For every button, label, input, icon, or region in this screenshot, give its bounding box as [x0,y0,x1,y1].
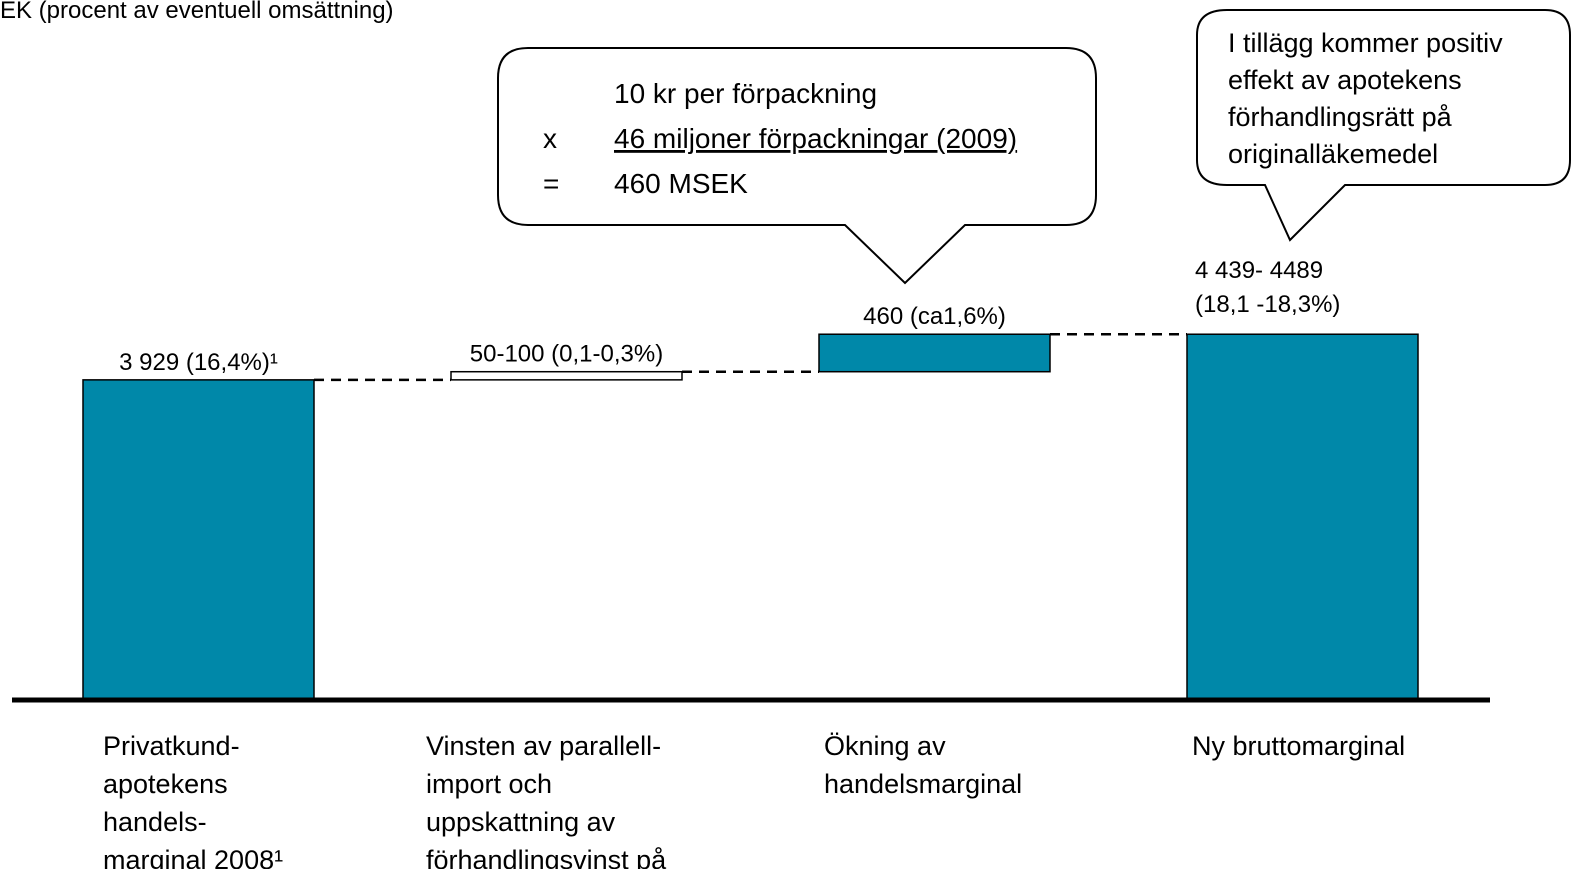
x-tick-label: förhandlingsvinst på [426,845,667,869]
x-tick-label: Privatkund- [103,731,240,761]
callout-text: originalläkemedel [1228,139,1438,169]
bar [450,370,683,381]
x-tick-label: apotekens [103,769,228,799]
callout-symbol: x [543,123,557,154]
callout-bubble [497,47,1097,285]
value-label: 4 439- 4489 [1195,257,1323,284]
bar [818,333,1051,373]
value-label: 3 929 (16,4%)¹ [119,349,278,376]
bar [1186,333,1419,701]
x-tick-label: import och [426,769,552,799]
chart-title: EK (procent av eventuell omsättning) [0,0,394,24]
callout-text: effekt av apotekens [1228,65,1462,95]
x-tick-label: Ny bruttomarginal [1192,731,1405,761]
callout-text: 460 MSEK [614,168,748,199]
callout-text: 10 kr per förpackning [614,78,877,109]
x-tick-label: handels- [103,807,207,837]
bar [82,379,315,701]
value-label: 460 (ca1,6%) [863,303,1006,330]
x-tick-label: Ökning av [824,731,946,761]
x-tick-label: Vinsten av parallell- [426,731,661,761]
callout-text: 46 miljoner förpackningar (2009) [614,123,1017,154]
callout-bubble [1196,9,1571,242]
x-tick-label: marginal 2008¹ [103,845,283,869]
x-tick-label: uppskattning av [426,807,616,837]
value-label: 50-100 (0,1-0,3%) [470,341,663,368]
x-tick-label: handelsmarginal [824,769,1022,799]
callout-text: förhandlingsrätt på [1228,102,1453,132]
callout-text: I tillägg kommer positiv [1228,28,1503,58]
value-label: (18,1 -18,3%) [1195,291,1340,318]
callout-symbol: = [543,168,559,199]
